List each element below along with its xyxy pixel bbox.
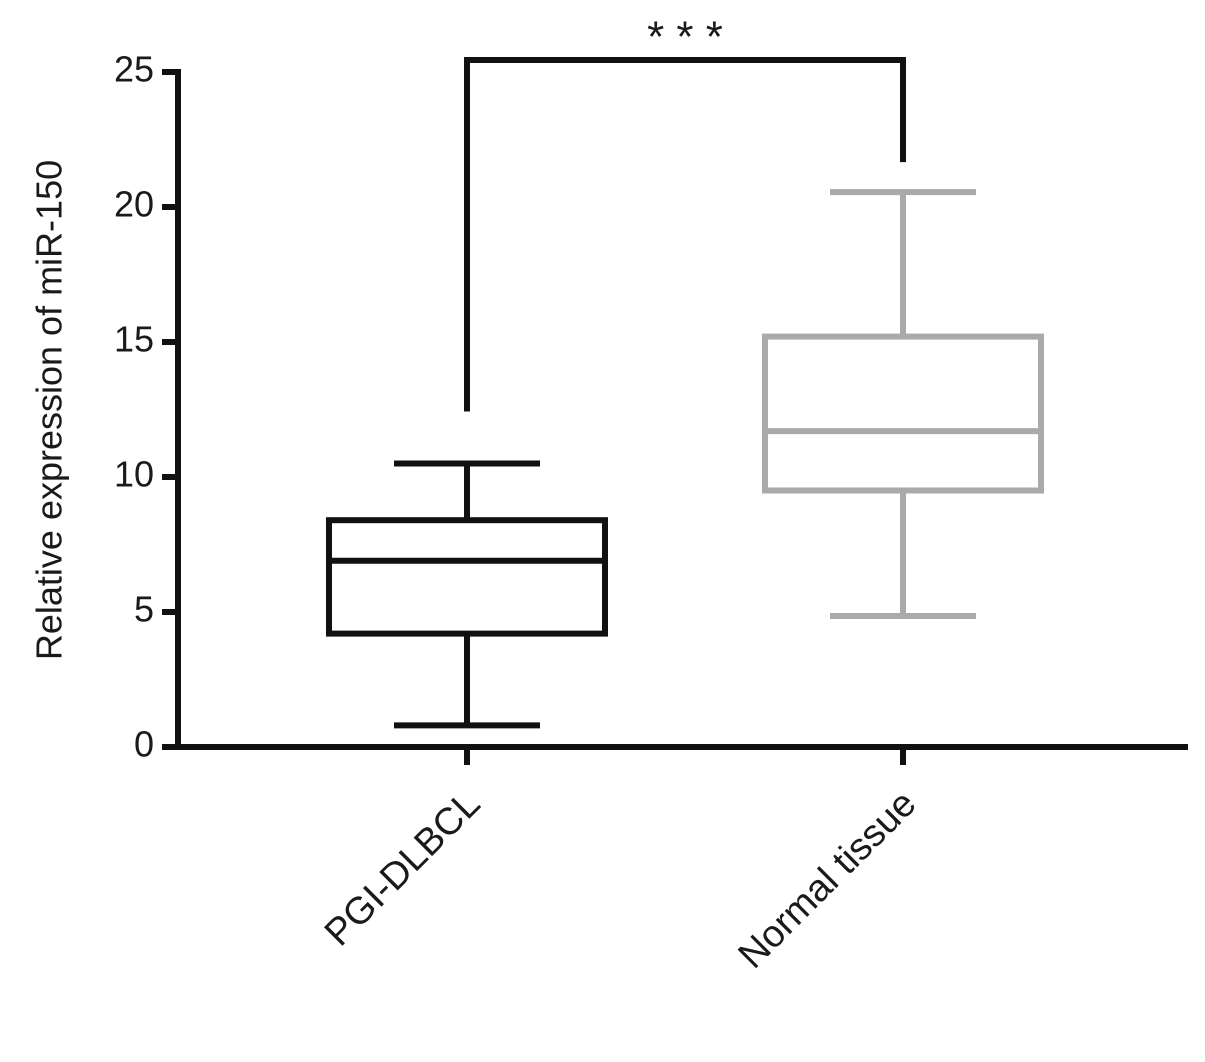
y-tick-label: 15 <box>114 319 154 360</box>
y-tick-label: 5 <box>134 589 154 630</box>
y-tick-label: 20 <box>114 184 154 225</box>
x-tick-label: Normal tissue <box>730 783 924 977</box>
box <box>762 333 1044 494</box>
box <box>326 517 608 637</box>
significance-label: * * * <box>647 13 723 62</box>
y-tick-label: 10 <box>114 454 154 495</box>
significance-bracket <box>464 57 906 412</box>
x-tick-label: PGI-DLBCL <box>317 783 489 955</box>
y-axis-label: Relative expression of miR-150 <box>29 160 70 660</box>
y-tick-label: 25 <box>114 49 154 90</box>
y-tick-label: 0 <box>134 724 154 765</box>
